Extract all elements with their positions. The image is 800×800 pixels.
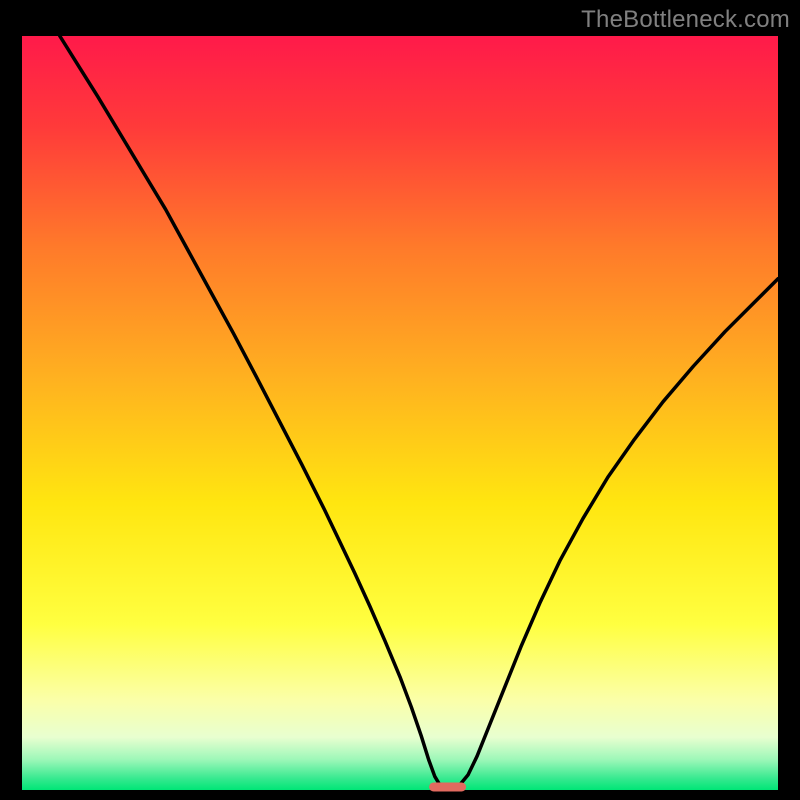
bottleneck-curve [22,36,778,790]
chart-container: TheBottleneck.com [0,0,800,800]
plot-area [22,36,778,790]
watermark-text: TheBottleneck.com [581,6,790,34]
optimum-marker [429,782,467,791]
